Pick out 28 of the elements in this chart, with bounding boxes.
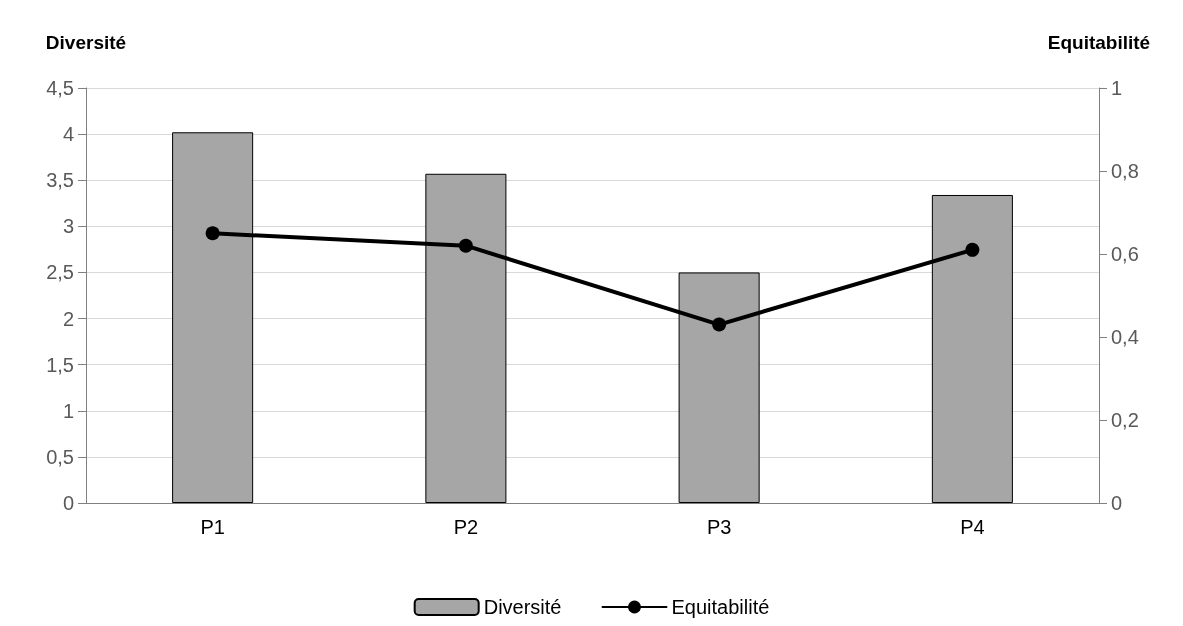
y-axis-title: Diversité [45, 32, 127, 53]
y-tick-label: 1 [62, 399, 74, 422]
y2-tick-label: 0 [1111, 492, 1123, 514]
y-tick-label: 0 [62, 492, 74, 514]
x-tick-label: P3 [706, 516, 732, 538]
x-tick-label: P4 [960, 516, 985, 538]
legend-label: Diversité [483, 596, 562, 618]
y-tick-label: 4 [62, 123, 74, 146]
y2-tick-label: 1 [1111, 77, 1123, 99]
y2-axis-title: Equitabilité [1047, 32, 1151, 53]
y2-tick-label: 0,6 [1111, 243, 1139, 265]
y-tick-label: 1,5 [46, 353, 74, 376]
y2-tick-label: 0,4 [1111, 326, 1139, 348]
y-tick-label: 4,5 [46, 77, 74, 99]
point [712, 317, 727, 332]
x-tick-label: P1 [200, 516, 225, 538]
legend-label: Equitabilité [671, 596, 770, 618]
y2-tick-label: 0,2 [1111, 409, 1139, 431]
y-tick-label: 0,5 [46, 445, 74, 468]
y2-tick-label: 0,8 [1111, 160, 1139, 182]
point [205, 226, 220, 241]
y-tick-label: 3 [62, 215, 74, 238]
y-tick-label: 2,5 [46, 261, 74, 284]
y-tick-label: 3,5 [46, 169, 74, 192]
y-tick-label: 2 [62, 307, 74, 330]
point [965, 242, 980, 257]
x-tick-label: P2 [453, 516, 479, 538]
point [458, 238, 473, 253]
